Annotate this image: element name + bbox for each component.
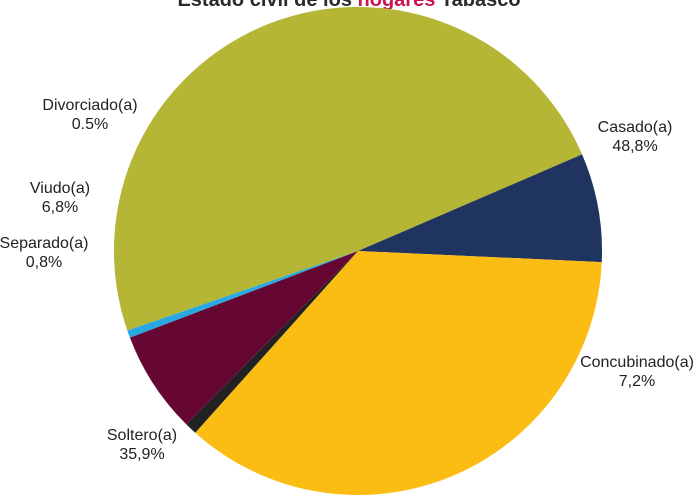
pie-slices [113,6,603,495]
slice-label: Divorciado(a) 0.5% [42,97,137,133]
slice-label: Separado(a) 0,8% [0,235,88,271]
slice-label-name: Casado(a) [598,119,673,136]
pie-slice-soltero [195,251,602,495]
slice-label-name: Divorciado(a) [42,97,137,114]
pie-slice-concubinado [358,154,603,263]
slice-label-value: 0.5% [72,116,108,133]
pie-slice-viudo [129,251,358,425]
slice-label-name: Viudo(a) [30,180,90,197]
pie-slice-casado [113,6,583,331]
pie-slice-divorciado [127,251,358,338]
chart-title-part: Tabasco [435,0,520,11]
slice-label-value: 0,8% [26,254,62,271]
slice-label: Casado(a) 48,8% [598,119,673,155]
slice-label-value: 35,9% [119,446,164,463]
slice-label-name: Separado(a) [0,235,88,252]
chart-title: Estado civil de los hogares Tabasco [177,0,520,11]
pie-slice-separado [186,251,358,433]
slice-label-value: 7,2% [619,373,655,390]
slice-label-value: 6,8% [42,199,78,216]
slice-label-value: 48,8% [612,138,657,155]
slice-label: Viudo(a) 6,8% [30,180,90,216]
slice-label: Soltero(a) 35,9% [107,427,177,463]
slice-label: Concubinado(a) 7,2% [580,354,694,390]
chart-title-part: hogares [352,0,435,11]
slice-label-name: Concubinado(a) [580,354,694,371]
chart-title-part: Estado civil de los [177,0,352,11]
slice-label-name: Soltero(a) [107,427,177,444]
slice-labels: Casado(a) 48,8% Concubinado(a) 7,2% Soltero(… [0,97,694,463]
